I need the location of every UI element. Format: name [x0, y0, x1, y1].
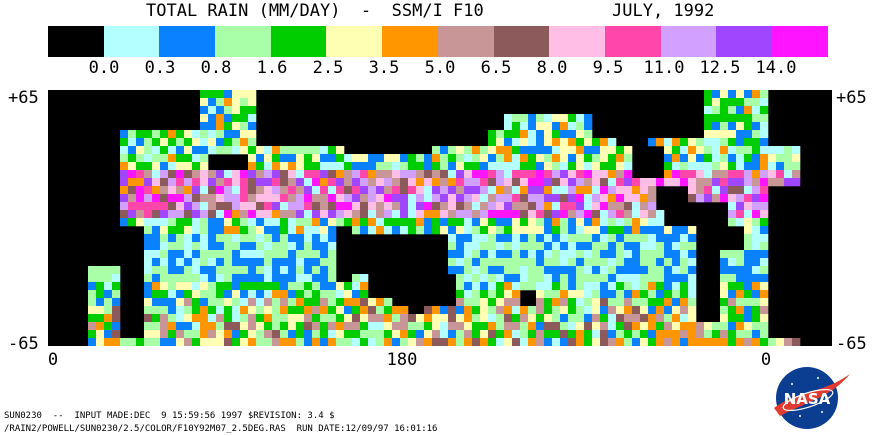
legend-label: 3.5	[368, 58, 400, 78]
legend-labels: 0.0 0.3 0.8 1.6 2.5 3.5 5.0 6.5 8.0 9.5 11.0 12.5 14…	[48, 57, 832, 79]
map-title: TOTAL RAIN (MM/DAY) - SSM/I F10 JULY, 19…	[0, 0, 880, 24]
legend-swatch	[215, 26, 271, 57]
rain-map	[48, 90, 832, 346]
title-date: JULY, 1992	[612, 1, 715, 21]
legend-swatch	[382, 26, 438, 57]
legend-swatch	[493, 26, 550, 57]
legend-swatch	[771, 26, 828, 57]
rain-map-canvas	[88, 90, 801, 346]
lon-label-left: 0	[47, 350, 59, 370]
footer-line-2: /RAIN2/POWELL/SUN0230/2.5/COLOR/F10Y92M0…	[4, 424, 438, 434]
legend-swatch	[48, 26, 104, 57]
lat-label-bottom-right: -65	[836, 334, 867, 354]
legend-swatch	[660, 26, 717, 57]
nasa-meatball-icon: NASA	[774, 367, 850, 429]
legend-label: 5.0	[424, 58, 456, 78]
legend-label: 9.5	[592, 58, 624, 78]
rain-grid	[88, 90, 801, 346]
legend-swatch	[103, 26, 160, 57]
lat-label-top-right: +65	[836, 88, 867, 108]
legend-swatch	[270, 26, 327, 57]
legend-label: 6.5	[480, 58, 512, 78]
lat-label-bottom-left: -65	[8, 334, 39, 354]
legend-label: 0.0	[88, 58, 120, 78]
legend-label: 2.5	[312, 58, 344, 78]
legend-swatch	[549, 26, 605, 57]
lon-label-right: 0	[760, 350, 772, 370]
legend-swatch	[159, 26, 216, 57]
legend-label: 11.0	[643, 58, 685, 78]
legend-label: 12.5	[699, 58, 741, 78]
legend-swatch	[604, 26, 661, 57]
legend-label: 1.6	[256, 58, 288, 78]
legend-swatch	[437, 26, 494, 57]
nasa-logo-text: NASA	[784, 390, 831, 408]
legend-swatch	[326, 26, 383, 57]
title-variable: TOTAL RAIN (MM/DAY) - SSM/I F10	[146, 1, 484, 21]
lon-label-center: 180	[386, 350, 418, 370]
legend-label: 0.3	[144, 58, 176, 78]
lat-label-top-left: +65	[8, 88, 39, 108]
nasa-logo: NASA	[770, 364, 852, 432]
legend-label: 0.8	[200, 58, 232, 78]
footer-line-1: SUN0230 -- INPUT MADE:DEC 9 15:59:56 199…	[4, 411, 335, 421]
legend-label: 8.0	[536, 58, 568, 78]
legend-swatch	[716, 26, 772, 57]
color-legend	[48, 26, 828, 57]
legend-label: 14.0	[755, 58, 797, 78]
